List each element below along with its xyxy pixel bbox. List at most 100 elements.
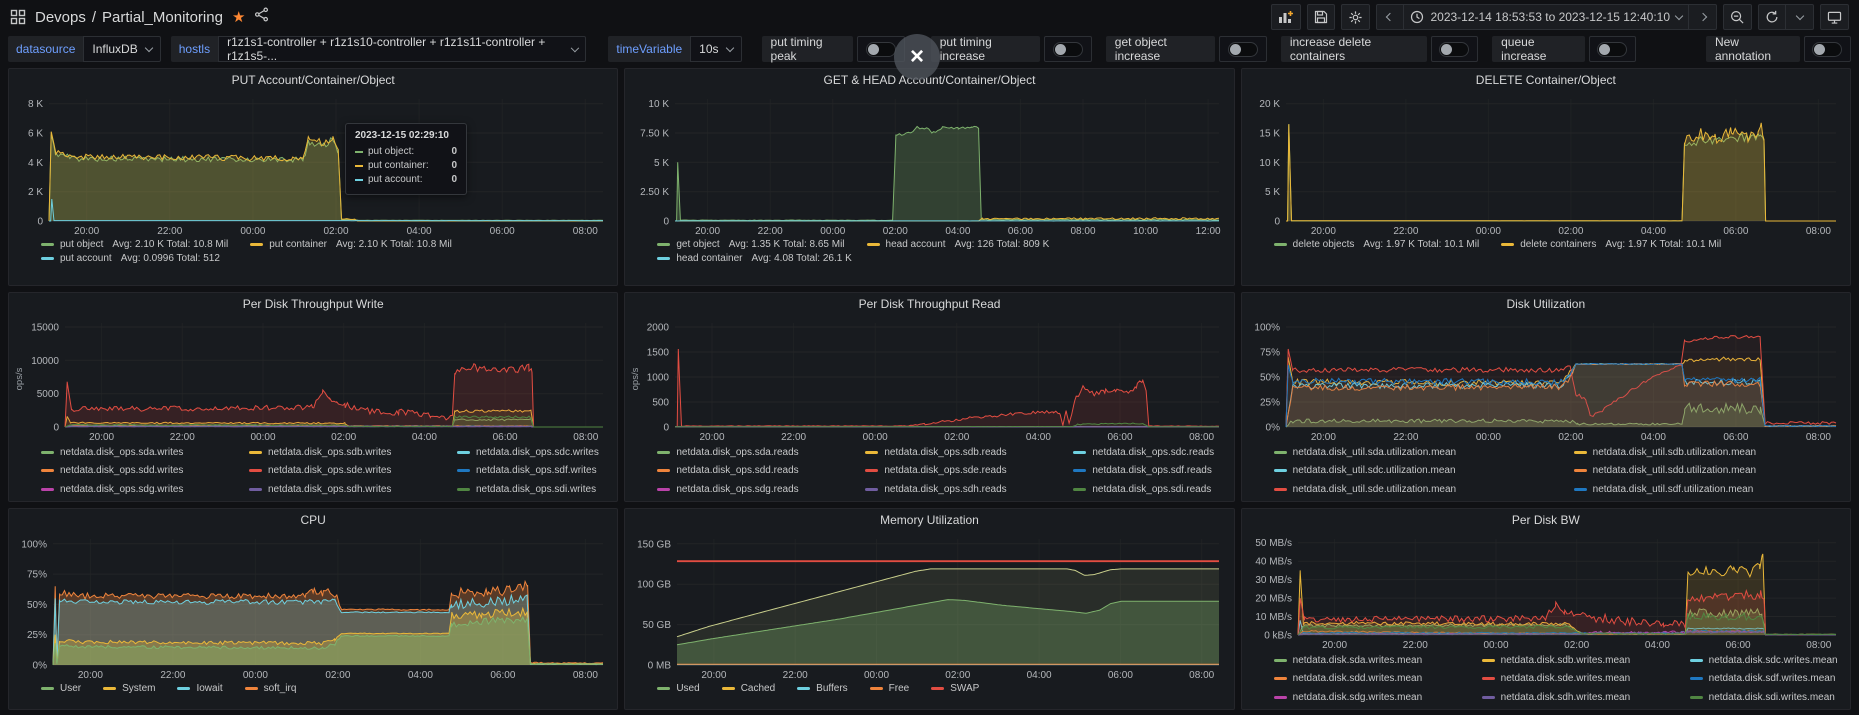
close-overlay-button[interactable]: × (894, 34, 940, 80)
chart-per-disk-bw[interactable]: 0 kB/s 10 MB/s 20 MB/s 30 MB/s 40 MB/s 50 MB/… (1246, 531, 1846, 651)
legend-item[interactable]: netdata.disk_util.sdd.utilization.mean (1573, 464, 1840, 479)
panel-title-delete-container-object[interactable]: DELETE Container/Object (1475, 73, 1616, 87)
legend-item[interactable]: netdata.disk_util.sdb.utilization.mean (1573, 445, 1840, 460)
legend-item[interactable]: netdata.disk.sdh.writes.mean (1481, 690, 1690, 705)
svg-text:0: 0 (1274, 217, 1280, 228)
toggle-get-object-increase-switch[interactable] (1219, 36, 1267, 62)
legend-item[interactable]: System (103, 683, 155, 694)
legend-item[interactable]: netdata.disk_ops.sdd.reads (657, 464, 865, 479)
panel-title-per-disk-throughput-write[interactable]: Per Disk Throughput Write (242, 297, 384, 311)
legend-item[interactable]: head container Avg: 4.08 Total: 26.1 K (657, 253, 852, 264)
toggle-queue-increase-switch[interactable] (1588, 36, 1636, 62)
legend-item[interactable]: netdata.disk.sda.writes.mean (1273, 653, 1482, 668)
legend-item[interactable]: put object Avg: 2.10 K Total: 10.8 Mil (41, 239, 228, 250)
panel-title-memory-utilization[interactable]: Memory Utilization (880, 513, 979, 527)
legend-item[interactable]: netdata.disk.sdb.writes.mean (1481, 653, 1690, 668)
legend-item[interactable]: get object Avg: 1.35 K Total: 8.65 Mil (657, 239, 845, 250)
legend-item[interactable]: put account Avg: 0.0996 Total: 512 (41, 253, 220, 264)
svg-text:04:00: 04:00 (1641, 226, 1666, 237)
toggle-put-timing-increase-switch[interactable] (1044, 36, 1092, 62)
legend-item[interactable]: netdata.disk_ops.sdh.reads (865, 482, 1073, 497)
chart-cpu[interactable]: 0% 25% 50% 75% 100% 20:00 22:00 00:00 02:00 04:00… (13, 531, 613, 681)
legend-item[interactable]: netdata.disk_ops.sdb.reads (865, 445, 1073, 460)
legend-item[interactable]: netdata.disk.sdg.writes.mean (1273, 690, 1482, 705)
chart-delete-container-object[interactable]: 0 5 K 10 K 15 K 20 K 20:00 22:00 00:00 02:00 04:0… (1246, 91, 1846, 237)
legend-item[interactable]: delete containers Avg: 1.97 K Total: 10.1… (1501, 239, 1721, 250)
variable-hostls-value[interactable]: r1z1s1-controller + r1z1s10-controller +… (218, 35, 587, 63)
legend-item[interactable]: delete objects Avg: 1.97 K Total: 10.1 Mi… (1273, 239, 1479, 250)
legend-item[interactable]: head account Avg: 126 Total: 809 K (866, 239, 1049, 250)
legend-item[interactable]: netdata.disk_util.sda.utilization.mean (1273, 445, 1574, 460)
legend-item[interactable]: User (41, 683, 81, 694)
legend-item[interactable]: netdata.disk_ops.sdg.reads (657, 482, 865, 497)
legend-item[interactable]: Iowait (177, 683, 223, 694)
legend-item[interactable]: netdata.disk.sde.writes.mean (1481, 672, 1690, 687)
svg-text:500: 500 (653, 398, 670, 409)
cycle-view-mode-button[interactable] (1820, 4, 1849, 30)
refresh-button[interactable] (1758, 4, 1786, 30)
dashboard-title[interactable]: Partial_Monitoring (102, 8, 223, 26)
legend-item[interactable]: put container Avg: 2.10 K Total: 10.8 Mil (250, 239, 452, 250)
chart-memory-utilization[interactable]: 0 MB 50 GB 100 GB 150 GB 20:00 22:00 00:00 02:0… (629, 531, 1229, 681)
svg-text:02:00: 02:00 (325, 670, 350, 681)
legend-per-disk-throughput-write: netdata.disk_ops.sda.writes netdata.disk_… (41, 445, 607, 497)
svg-text:100%: 100% (1254, 323, 1280, 334)
favorite-star-icon[interactable]: ★ (231, 9, 246, 26)
save-dashboard-button[interactable] (1307, 4, 1336, 30)
add-panel-button[interactable] (1271, 4, 1302, 30)
variable-timevariable-value[interactable]: 10s (690, 36, 742, 62)
legend-item[interactable]: netdata.disk_ops.sdi.reads (1073, 482, 1223, 497)
toggle-increase-delete-containers-switch[interactable] (1430, 36, 1479, 62)
legend-item[interactable]: netdata.disk_ops.sde.writes (249, 464, 457, 479)
refresh-interval-caret[interactable] (1786, 4, 1814, 30)
legend-item[interactable]: netdata.disk_util.sdc.utilization.mean (1273, 464, 1574, 479)
legend-item[interactable]: netdata.disk.sdi.writes.mean (1689, 690, 1840, 705)
chart-get-head-account-container-object[interactable]: 0 2.50 K 5 K 7.50 K 10 K 20:00 22:00 00:00 02:00… (629, 91, 1229, 237)
close-icon: × (909, 43, 924, 70)
legend-item[interactable]: netdata.disk_ops.sda.writes (41, 445, 249, 460)
legend-item[interactable]: netdata.disk_ops.sdi.writes (457, 482, 607, 497)
legend-item[interactable]: netdata.disk_ops.sdc.reads (1073, 445, 1223, 460)
panel-title-per-disk-bw[interactable]: Per Disk BW (1511, 513, 1580, 527)
zoom-out-button[interactable] (1723, 4, 1752, 30)
legend-item[interactable]: netdata.disk_ops.sde.reads (865, 464, 1073, 479)
legend-item[interactable]: netdata.disk_ops.sdf.reads (1073, 464, 1223, 479)
variable-datasource-value[interactable]: InfluxDB (83, 36, 161, 62)
legend-item[interactable]: netdata.disk_ops.sda.reads (657, 445, 865, 460)
legend-item[interactable]: soft_irq (244, 683, 296, 694)
legend-item[interactable]: netdata.disk_ops.sdg.writes (41, 482, 249, 497)
time-range-picker[interactable]: 2023-12-14 18:53:53 to 2023-12-15 12:40:… (1404, 4, 1689, 30)
legend-item[interactable]: netdata.disk_util.sdf.utilization.mean (1573, 482, 1840, 497)
legend-item[interactable]: Free (869, 683, 909, 694)
panel-title-per-disk-throughput-read[interactable]: Per Disk Throughput Read (858, 297, 1001, 311)
legend-item[interactable]: netdata.disk.sdf.writes.mean (1689, 672, 1840, 687)
legend-item[interactable]: SWAP (931, 683, 979, 694)
chart-per-disk-throughput-read[interactable]: 0 500 1000 1500 2000 20:00 22:00 00:00 02:00 04:0… (629, 315, 1229, 443)
chart-per-disk-throughput-write[interactable]: 0 5000 10000 15000 20:00 22:00 00:00 02:00 04:00… (13, 315, 613, 443)
legend-item[interactable]: netdata.disk.sdc.writes.mean (1689, 653, 1840, 668)
time-range-forward-button[interactable] (1689, 4, 1717, 30)
legend-item[interactable]: Used (657, 683, 700, 694)
legend-item[interactable]: Buffers (797, 683, 848, 694)
legend-item[interactable]: netdata.disk_ops.sdb.writes (249, 445, 457, 460)
toggle-new-annotation-switch[interactable] (1803, 36, 1851, 62)
legend-item[interactable]: netdata.disk_util.sde.utilization.mean (1273, 482, 1574, 497)
panel-title-get-head-account-container-object[interactable]: GET & HEAD Account/Container/Object (823, 73, 1036, 87)
dashboard-folder[interactable]: Devops (35, 8, 86, 26)
apps-grid-icon[interactable] (10, 9, 26, 25)
panel-title-disk-utilization[interactable]: Disk Utilization (1506, 297, 1586, 311)
legend-item[interactable]: netdata.disk_ops.sdh.writes (249, 482, 457, 497)
panel-title-put-account-container-object[interactable]: PUT Account/Container/Object (231, 73, 395, 87)
legend-item[interactable]: netdata.disk_ops.sdd.writes (41, 464, 249, 479)
dashboard-settings-button[interactable] (1341, 4, 1371, 30)
time-range-back-button[interactable] (1376, 4, 1405, 30)
legend-item[interactable]: netdata.disk_ops.sdc.writes (457, 445, 607, 460)
chart-put-account-container-object[interactable]: 0 2 K 4 K 6 K 8 K 20:00 22:00 00:00 02:00 04:00 06… (13, 91, 613, 237)
legend-item[interactable]: Cached (721, 683, 775, 694)
legend-item[interactable]: netdata.disk.sdd.writes.mean (1273, 672, 1482, 687)
panel-title-cpu[interactable]: CPU (300, 513, 326, 527)
share-icon[interactable] (254, 7, 269, 27)
legend-item[interactable]: netdata.disk_ops.sdf.writes (457, 464, 607, 479)
breadcrumb[interactable]: Devops / Partial_Monitoring (35, 9, 223, 26)
chart-disk-utilization[interactable]: 0% 25% 50% 75% 100% 20:00 22:00 00:00 02:00 04:00… (1246, 315, 1846, 443)
